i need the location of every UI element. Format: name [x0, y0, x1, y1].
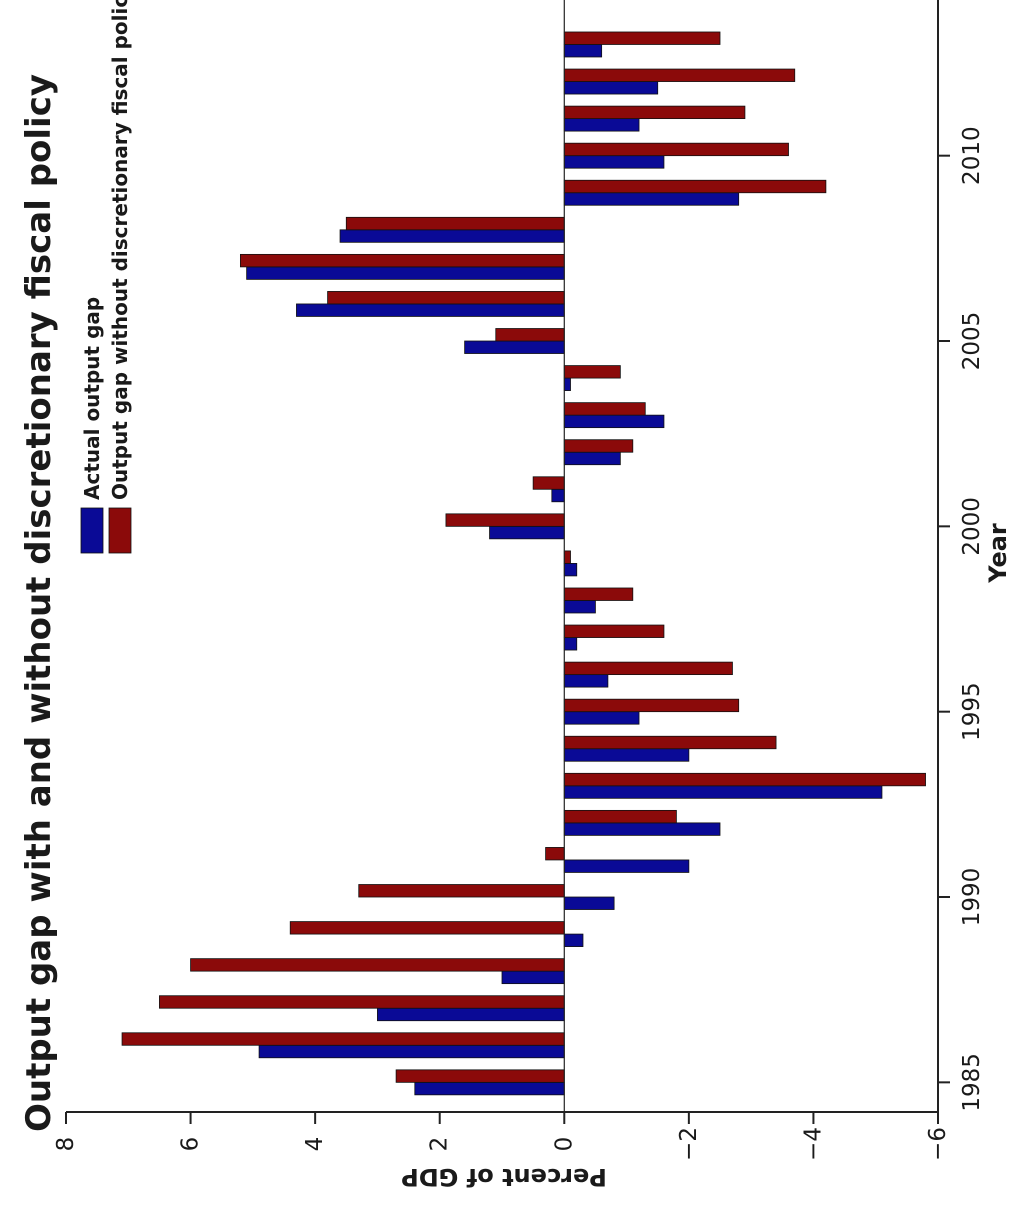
bar-actual-2000: [489, 525, 565, 540]
chart-title: Output gap with and without discretionar…: [19, 74, 59, 1132]
legend-swatch: [80, 507, 104, 554]
x-axis-label: Year: [984, 523, 1012, 584]
value-tick-label: 0: [551, 1137, 577, 1152]
value-tick-label: 4: [302, 1137, 328, 1152]
bar-no-fiscal-1994: [563, 735, 777, 750]
bar-actual-1990: [563, 896, 615, 910]
bar-no-fiscal-2013: [563, 31, 721, 45]
bar-actual-1988: [501, 970, 565, 985]
bar-actual-1991: [563, 859, 690, 873]
y-axis-label: Percent of GDP: [401, 1163, 607, 1191]
year-tick-label: 1990: [959, 868, 985, 927]
axes-group: [66, 0, 939, 1113]
bars-group: [121, 31, 926, 1096]
bar-actual-1989: [563, 933, 584, 947]
bar-no-fiscal-2003: [563, 402, 646, 416]
year-tick-label: 1985: [959, 1053, 985, 1112]
bar-no-fiscal-1986: [121, 1032, 565, 1046]
year-tick-label: 1995: [959, 682, 985, 741]
bar-actual-1996: [563, 674, 609, 688]
legend: Actual output gap Output gap without disc…: [80, 0, 132, 554]
bar-actual-2013: [563, 44, 603, 58]
bar-no-fiscal-1987: [159, 995, 565, 1009]
bar-actual-2007: [246, 266, 565, 280]
bar-actual-2005: [464, 340, 565, 354]
legend-label: Actual output gap: [80, 297, 104, 500]
bar-actual-2002: [563, 451, 621, 466]
legend-label: Output gap without discretionary fiscal …: [108, 0, 132, 500]
bar-no-fiscal-1999: [563, 550, 571, 564]
bar-no-fiscal-1998: [563, 587, 634, 601]
year-tick-label: 2000: [959, 497, 985, 556]
legend-swatch: [108, 507, 132, 554]
bar-actual-2001: [551, 488, 565, 503]
bar-actual-2004: [563, 377, 571, 391]
bar-actual-1993: [563, 785, 883, 799]
bar-actual-2012: [563, 81, 659, 95]
bar-no-fiscal-1988: [190, 958, 565, 972]
bar-no-fiscal-2008: [345, 216, 565, 231]
value-tick-label: −6: [925, 1127, 951, 1161]
bar-no-fiscal-1989: [289, 921, 565, 935]
value-tick-label: −2: [676, 1127, 702, 1161]
bar-actual-2010: [563, 155, 665, 169]
bar-no-fiscal-1992: [563, 809, 677, 824]
year-tick-label: 2005: [959, 312, 985, 371]
bar-actual-1995: [563, 711, 640, 725]
bar-actual-2003: [563, 414, 665, 429]
bar-actual-1987: [377, 1007, 565, 1022]
bar-no-fiscal-2006: [327, 291, 565, 305]
bar-actual-2008: [339, 229, 565, 243]
bar-actual-2006: [296, 303, 565, 317]
bar-no-fiscal-1995: [563, 698, 740, 713]
bar-no-fiscal-2002: [563, 439, 634, 453]
bar-actual-1999: [563, 563, 578, 577]
bar-no-fiscal-2010: [563, 142, 789, 157]
bar-no-fiscal-2011: [563, 105, 746, 120]
bar-actual-2009: [563, 192, 740, 206]
bar-no-fiscal-1993: [563, 772, 926, 787]
bar-no-fiscal-2000: [445, 513, 565, 527]
bar-no-fiscal-2012: [563, 68, 796, 82]
bar-actual-1994: [563, 748, 690, 762]
bar-no-fiscal-2004: [563, 365, 621, 379]
bar-actual-2011: [563, 118, 640, 132]
bar-no-fiscal-2009: [563, 179, 827, 194]
ticks-group: 8 6 4 2 0 −2 −4 −6 1985 1990 1995 2000 2005 2010: [53, 126, 985, 1161]
bar-actual-1998: [563, 600, 596, 614]
year-tick-label: 2010: [959, 126, 985, 185]
bar-no-fiscal-1997: [563, 624, 665, 638]
bar-no-fiscal-2001: [532, 476, 565, 490]
value-tick-label: 2: [427, 1137, 453, 1152]
bar-no-fiscal-1990: [358, 884, 565, 898]
bar-no-fiscal-2007: [239, 253, 565, 268]
bar-actual-1985: [414, 1081, 565, 1096]
bar-no-fiscal-1996: [563, 661, 733, 676]
bar-no-fiscal-1985: [395, 1069, 565, 1083]
value-tick-label: 8: [53, 1137, 79, 1152]
bar-actual-1986: [258, 1044, 565, 1059]
bar-no-fiscal-2005: [495, 328, 565, 342]
bar-actual-1997: [563, 637, 578, 651]
value-tick-label: −4: [800, 1127, 826, 1161]
value-tick-label: 6: [178, 1137, 204, 1152]
bar-no-fiscal-1991: [545, 847, 565, 861]
bar-actual-1992: [563, 822, 721, 836]
